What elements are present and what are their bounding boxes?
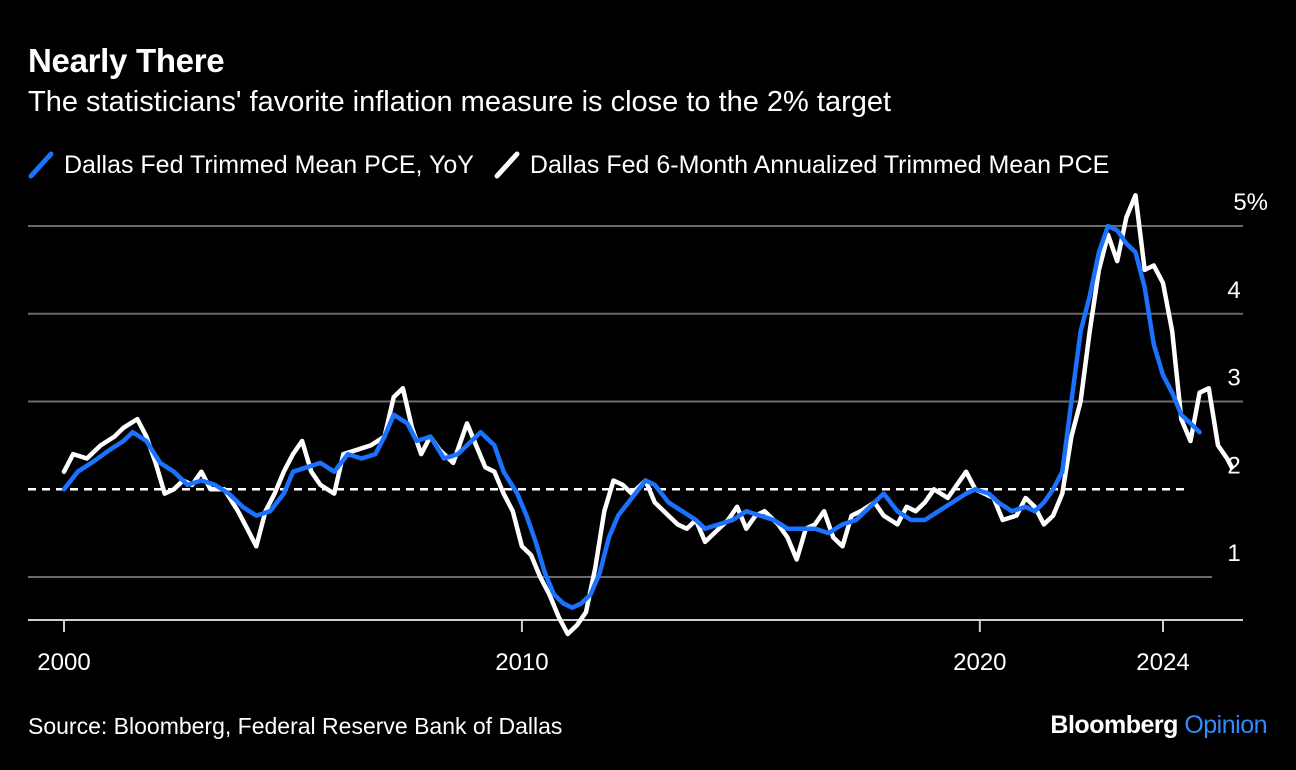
chart-title: Nearly There — [28, 42, 225, 79]
legend-label-six-month: Dallas Fed 6-Month Annualized Trimmed Me… — [529, 150, 1110, 179]
source-note: Source: Bloomberg, Federal Reserve Bank … — [28, 713, 563, 739]
y-tick-label-2: 2 — [1227, 452, 1240, 479]
y-tick-label-3: 3 — [1227, 365, 1240, 392]
y-tick-label-5: 5% — [1233, 189, 1268, 216]
legend-item-six-month: Dallas Fed 6-Month Annualized Trimmed Me… — [494, 151, 1109, 180]
legend-swatch-yoy — [28, 151, 54, 179]
x-tick-label-2020: 2020 — [953, 649, 1006, 676]
y-tick-label-4: 4 — [1227, 277, 1240, 304]
brand-main: Bloomberg — [1050, 711, 1178, 739]
legend-swatch-six-month — [494, 151, 520, 179]
x-tick-label-2010: 2010 — [495, 649, 548, 676]
chart-subtitle: The statisticians' favorite inflation me… — [28, 86, 892, 118]
y-tick-label-1: 1 — [1227, 540, 1240, 567]
legend-item-yoy: Dallas Fed Trimmed Mean PCE, YoY — [28, 151, 474, 180]
brand-logo: Bloomberg Opinion — [1050, 711, 1267, 740]
series-line-yoy — [61, 223, 1202, 610]
legend-label-yoy: Dallas Fed Trimmed Mean PCE, YoY — [64, 150, 474, 179]
brand-accent: Opinion — [1184, 711, 1267, 739]
series-line-six-month — [61, 193, 1234, 637]
x-tick-label-2024: 2024 — [1136, 649, 1189, 676]
chart-legend: Dallas Fed Trimmed Mean PCE, YoY Dallas … — [28, 148, 1129, 182]
x-tick-label-2000: 2000 — [37, 649, 90, 676]
